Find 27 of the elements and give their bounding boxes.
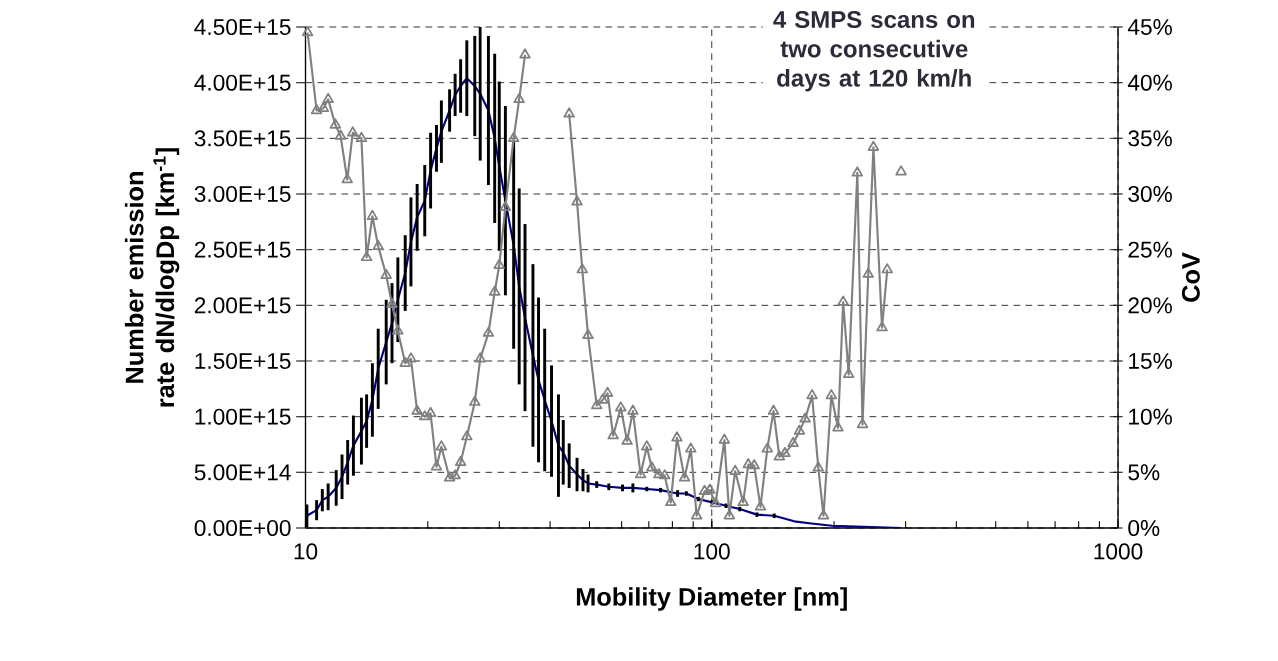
- y2-tick-label: 15%: [1129, 353, 1172, 369]
- y2-tick-label: 0%: [1128, 519, 1160, 537]
- y2-tick-label: 20%: [1128, 297, 1172, 314]
- y-tick-label: 1.00E+15: [195, 408, 291, 425]
- y2-tick-label: 5%: [1128, 464, 1160, 481]
- annotation: 4 SMPS scans on two consecutive days at 120 km/h: [773, 11, 975, 92]
- x-tick-label: 100: [694, 543, 730, 560]
- x-tick-label: 10: [294, 543, 318, 560]
- y-tick-label: 0.00E+00: [194, 519, 291, 537]
- y-tick-label: 4.00E+15: [194, 74, 291, 91]
- y-axis-title: Number emission rate dN/dlogDp [km$^{-1}$]: [124, 148, 180, 407]
- y-tick-label: 2.50E+15: [194, 241, 291, 258]
- y-tick-label: 3.00E+15: [194, 185, 291, 203]
- y-tick-label: 5.00E+14: [194, 464, 291, 481]
- y2-tick-label: 25%: [1128, 241, 1172, 258]
- y2-axis-title: CoV: [1181, 252, 1200, 302]
- x-axis-title: Mobility Diameter [nm]: [576, 587, 847, 611]
- x-tick-label: 1000: [1094, 543, 1143, 560]
- y2-tick-label: 10%: [1129, 408, 1172, 425]
- y-tick-label: 2.00E+15: [194, 297, 291, 314]
- y2-tick-label: 30%: [1128, 185, 1172, 203]
- y2-tick-label: 40%: [1127, 74, 1172, 91]
- y2-tick-label: 35%: [1128, 130, 1172, 147]
- y2-tick-label: 45%: [1127, 19, 1172, 35]
- y-tick-label: 3.50E+15: [194, 130, 291, 147]
- y-tick-label: 1.50E+15: [195, 352, 291, 370]
- y-tick-label: 4.50E+15: [194, 18, 291, 36]
